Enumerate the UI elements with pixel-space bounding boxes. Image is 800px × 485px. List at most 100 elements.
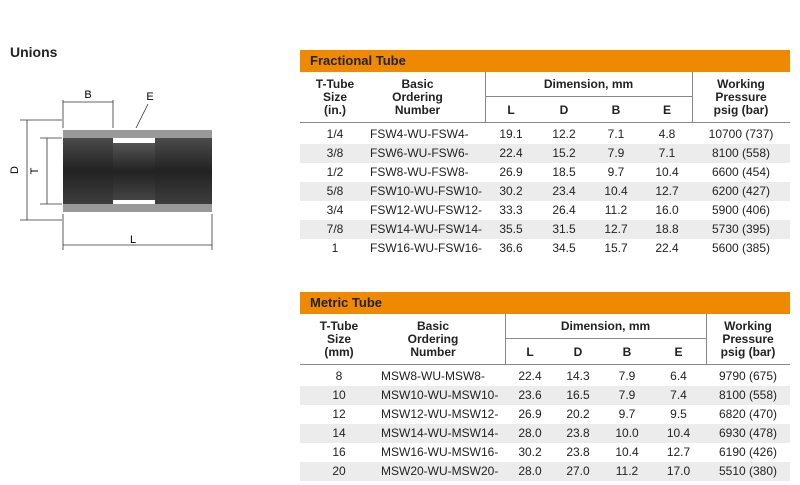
- table-cell: 1: [331, 241, 339, 255]
- union-diagram: B E D T L: [9, 89, 213, 250]
- column-header: Number: [410, 345, 456, 359]
- row-shade: [300, 462, 790, 481]
- table-cell: 33.3: [499, 203, 523, 217]
- column-header: Working: [724, 319, 772, 333]
- column-header: Size: [322, 90, 347, 104]
- table-cell: 6930 (478): [718, 426, 778, 440]
- table-cell: 12.2: [552, 127, 576, 141]
- table-cell: 11.2: [615, 464, 639, 478]
- column-header: Basic: [416, 319, 450, 333]
- rule: [505, 314, 506, 364]
- table-cell: 20: [332, 464, 346, 478]
- table-cell: FSW8-WU-FSW8-: [370, 165, 469, 179]
- column-header: Size: [326, 332, 351, 346]
- column-header: Pressure: [722, 332, 774, 346]
- dim-label: L: [130, 234, 136, 246]
- table-cell: 10.4: [615, 445, 639, 459]
- column-header: Number: [394, 103, 441, 117]
- table-cell: 10.4: [666, 426, 691, 440]
- column-header: (mm): [324, 345, 354, 359]
- table-cell: 5600 (385): [711, 241, 771, 255]
- table-cell: 8100 (558): [718, 388, 778, 402]
- table-cell: 12.7: [604, 222, 628, 236]
- row-shade: [300, 144, 790, 163]
- table-cell: 10700 (737): [708, 127, 774, 141]
- row-shade: [300, 424, 790, 443]
- table-cell: FSW16-WU-FSW16-: [370, 241, 482, 255]
- table-cell: 7.9: [607, 146, 625, 160]
- column-header: D: [559, 103, 569, 117]
- table-cell: 19.1: [499, 127, 523, 141]
- table-cell: 7.1: [658, 146, 676, 160]
- table-cell: 15.2: [552, 146, 576, 160]
- rule: [692, 72, 693, 122]
- table-cell: 26.9: [499, 165, 523, 179]
- table-cell: FSW4-WU-FSW4-: [370, 127, 469, 141]
- table-cell: 10.4: [604, 184, 628, 198]
- table-cell: MSW12-WU-MSW12-: [381, 407, 499, 421]
- table-cell: 22.4: [518, 369, 542, 383]
- table-cell: 16: [332, 445, 346, 459]
- table-cell: 12.7: [655, 184, 679, 198]
- column-header: (in.): [324, 103, 346, 117]
- column-header: B: [611, 103, 621, 117]
- table-cell: 12.7: [666, 445, 691, 459]
- table-cell: 8: [335, 369, 343, 383]
- column-header: Dimension, mm: [560, 319, 651, 333]
- column-header: B: [622, 345, 632, 359]
- table-cell: 11.2: [604, 203, 628, 217]
- table-cell: 23.8: [566, 426, 590, 440]
- column-header: Ordering: [407, 332, 459, 346]
- rule: [485, 96, 692, 97]
- column-header: L: [526, 345, 534, 359]
- table-cell: 22.4: [655, 241, 679, 255]
- table-cell: MSW20-WU-MSW20-: [381, 464, 499, 478]
- column-header: T-Tube: [315, 77, 355, 91]
- column-header: Working: [717, 77, 765, 91]
- table-cell: 14.3: [566, 369, 590, 383]
- table-cell: 23.6: [518, 388, 542, 402]
- table-cell: 9.7: [607, 165, 625, 179]
- table-cell: 7.9: [618, 369, 636, 383]
- table-cell: 20.2: [566, 407, 590, 421]
- table-cell: 9.7: [618, 407, 636, 421]
- dim-label: T: [29, 167, 41, 174]
- table-cell: 18.8: [655, 222, 679, 236]
- table-cell: FSW14-WU-FSW14-: [370, 222, 482, 236]
- table-cell: 7/8: [326, 222, 344, 236]
- column-header: L: [507, 103, 515, 117]
- rule: [706, 314, 707, 364]
- table-cell: 4.8: [658, 127, 676, 141]
- table-cell: 3/8: [326, 146, 344, 160]
- column-header: Pressure: [715, 90, 767, 104]
- table-cell: 30.2: [499, 184, 523, 198]
- table-cell: 8100 (558): [711, 146, 771, 160]
- table-cell: 7.4: [670, 388, 687, 402]
- row-shade: [300, 220, 790, 239]
- table-cell: 10: [332, 388, 346, 402]
- table-cell: 15.7: [604, 241, 628, 255]
- column-header: psig (bar): [713, 103, 769, 117]
- table-cell: 1/2: [326, 165, 344, 179]
- table-cell: 3/4: [326, 203, 344, 217]
- table-title: Fractional Tube: [300, 50, 790, 72]
- table-cell: 35.5: [499, 222, 523, 236]
- table-cell: 1/4: [326, 127, 344, 141]
- column-header: E: [674, 345, 683, 359]
- table-cell: 12: [332, 407, 346, 421]
- dim-label: E: [146, 91, 153, 103]
- table-cell: 23.8: [566, 445, 590, 459]
- table-cell: 5510 (380): [718, 464, 778, 478]
- rule: [300, 364, 790, 365]
- column-header: D: [573, 345, 583, 359]
- column-header: Dimension, mm: [543, 77, 634, 91]
- table-cell: 28.0: [518, 426, 542, 440]
- column-header: psig (bar): [720, 345, 776, 359]
- table-cell: 5/8: [326, 184, 344, 198]
- table-cell: 7.9: [618, 388, 636, 402]
- table-cell: MSW14-WU-MSW14-: [381, 426, 499, 440]
- table-cell: 10.0: [615, 426, 639, 440]
- table-cell: 28.0: [518, 464, 542, 478]
- column-header: Ordering: [392, 90, 443, 104]
